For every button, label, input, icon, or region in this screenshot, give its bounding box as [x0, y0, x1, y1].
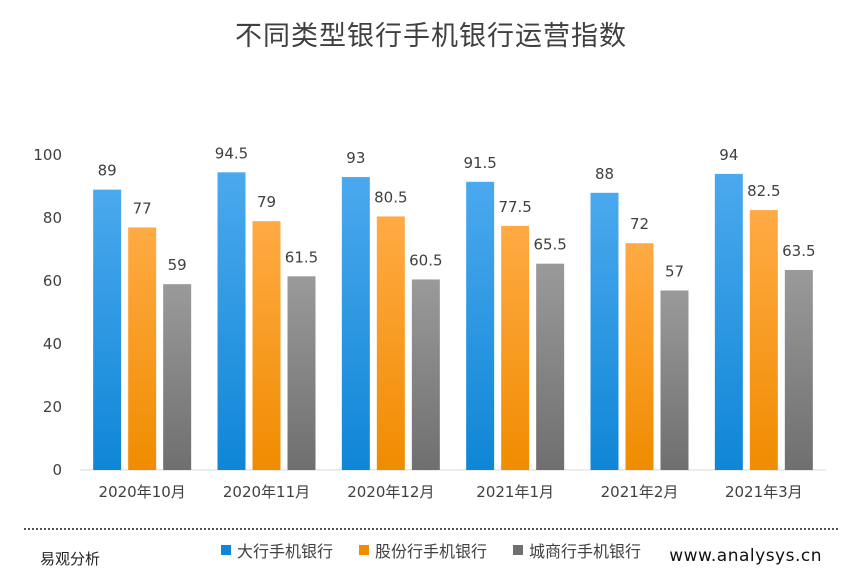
legend-item: 大行手机银行 [220, 538, 333, 562]
y-tick-label: 0 [52, 461, 62, 479]
legend-swatch [513, 545, 523, 555]
data-label: 77.5 [498, 198, 531, 216]
x-tick-label: 2021年3月 [725, 483, 803, 501]
data-label: 80.5 [374, 188, 407, 206]
data-label: 65.5 [533, 236, 566, 254]
bar [536, 263, 565, 470]
legend-item: 城商行手机银行 [513, 538, 641, 562]
y-tick-label: 80 [43, 209, 62, 227]
y-tick-label: 60 [43, 272, 62, 290]
bar [625, 243, 654, 470]
legend-item: 股份行手机银行 [358, 538, 487, 562]
legend-swatch [358, 545, 369, 555]
y-tick-label: 40 [43, 335, 62, 353]
bar [784, 269, 813, 470]
bar [128, 227, 157, 470]
y-tick-label: 20 [43, 398, 62, 416]
brand-label: 易观分析 [40, 550, 101, 568]
chart-title: 不同类型银行手机银行运营指数 [235, 21, 627, 52]
bar [341, 177, 370, 471]
bar [501, 225, 530, 470]
x-tick-label: 2021年1月 [476, 483, 554, 501]
data-label: 82.5 [747, 182, 780, 200]
chart-legend: 大行手机银行 股份行手机银行 城商行手机银行 [0, 538, 862, 562]
x-tick-label: 2020年10月 [99, 483, 186, 501]
legend-label: 城商行手机银行 [529, 542, 642, 561]
bar [376, 216, 405, 470]
x-tick-label: 2021年2月 [601, 483, 679, 501]
bar [163, 284, 192, 470]
data-label: 60.5 [409, 251, 442, 269]
bar [466, 181, 495, 470]
data-label: 63.5 [782, 242, 815, 260]
footer-divider [24, 528, 838, 530]
bar [749, 210, 778, 470]
data-label: 94.5 [215, 144, 248, 162]
bar [660, 290, 689, 470]
bar [287, 276, 316, 470]
bar [714, 173, 743, 470]
bar [411, 279, 440, 470]
data-label: 72 [630, 215, 649, 233]
data-label: 61.5 [285, 248, 318, 266]
bar [252, 221, 281, 470]
x-tick-label: 2020年12月 [347, 483, 434, 501]
legend-swatch [220, 545, 231, 555]
legend-label: 股份行手机银行 [374, 542, 487, 561]
legend-label: 大行手机银行 [236, 542, 333, 561]
data-label: 59 [168, 256, 187, 274]
bar [590, 192, 619, 471]
data-label: 89 [98, 162, 117, 180]
bar-chart: 0 20 40 60 80 100 2020年10月 2020年11月 2020年12月 2021… [33, 144, 826, 501]
data-label: 94 [719, 146, 738, 164]
data-label: 88 [595, 165, 614, 183]
data-label: 57 [665, 262, 684, 280]
bar [93, 189, 122, 470]
data-label: 77 [133, 199, 152, 217]
x-tick-label: 2020年11月 [223, 483, 310, 501]
data-label: 93 [346, 149, 365, 167]
data-label: 79 [257, 193, 276, 211]
bar [217, 172, 246, 470]
y-tick-label: 100 [33, 146, 62, 164]
data-label: 91.5 [463, 154, 496, 172]
site-url: www.analysys.cn [669, 546, 822, 566]
